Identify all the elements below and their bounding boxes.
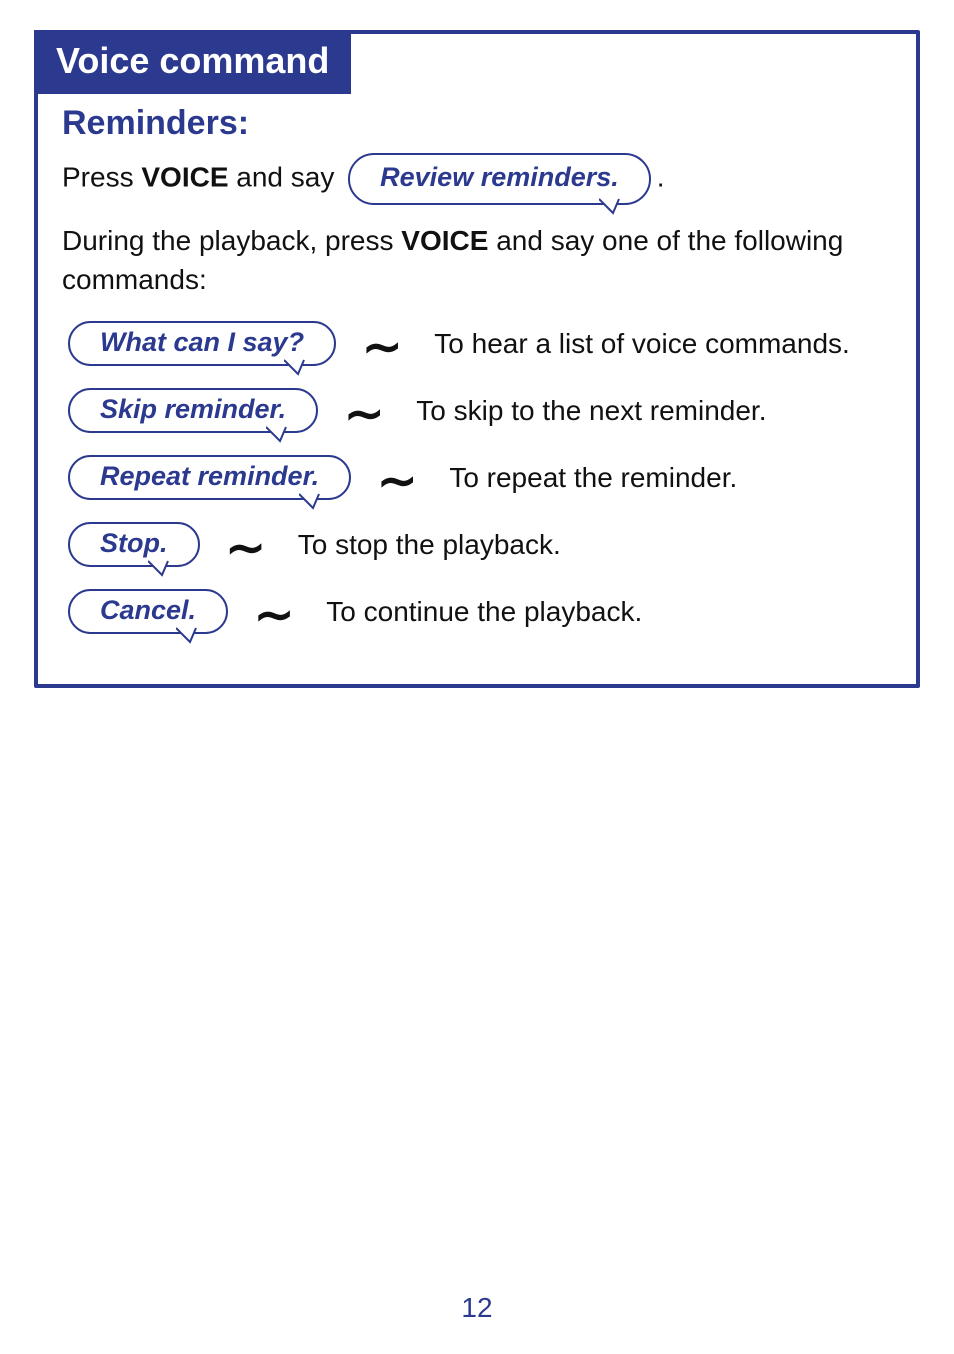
command-desc: To stop the playback. xyxy=(298,529,561,561)
command-row: Cancel. ∼ To continue the playback. xyxy=(62,589,892,634)
speech-bubble-stop: Stop. xyxy=(68,522,200,567)
intro-middle: and say xyxy=(229,161,343,192)
command-row: Repeat reminder. ∼ To repeat the reminde… xyxy=(62,455,892,500)
page-number: 12 xyxy=(0,1292,954,1324)
instruction-line: During the playback, press VOICE and say… xyxy=(62,221,892,299)
intro-key: VOICE xyxy=(141,161,228,192)
speech-bubble-tail-icon xyxy=(599,197,625,215)
command-bubble-wrap: What can I say? xyxy=(68,321,336,366)
command-desc: To hear a list of voice commands. xyxy=(434,328,850,360)
speech-bubble-cancel: Cancel. xyxy=(68,589,228,634)
intro-suffix: . xyxy=(657,161,665,192)
speech-bubble-tail-icon xyxy=(299,492,325,510)
card-tab-title: Voice command xyxy=(34,30,351,94)
command-row: What can I say? ∼ To hear a list of voic… xyxy=(62,321,892,366)
card-body: Reminders: Press VOICE and say Review re… xyxy=(38,34,916,634)
intro-prefix: Press xyxy=(62,161,141,192)
speech-bubble-tail-icon xyxy=(176,626,202,644)
voice-command-card: Voice command Reminders: Press VOICE and… xyxy=(34,30,920,688)
command-bubble-wrap: Skip reminder. xyxy=(68,388,318,433)
speech-bubble-tail-icon xyxy=(148,559,174,577)
speech-bubble-tail-icon xyxy=(284,358,310,376)
command-desc: To skip to the next reminder. xyxy=(416,395,766,427)
speech-bubble-tail-icon xyxy=(266,425,292,443)
command-desc: To repeat the reminder. xyxy=(449,462,737,494)
intro-bubble-wrap: Review reminders. xyxy=(348,153,651,205)
instruction-prefix: During the playback, press xyxy=(62,225,401,256)
command-desc: To continue the playback. xyxy=(326,596,642,628)
command-bubble-wrap: Repeat reminder. xyxy=(68,455,351,500)
command-row: Skip reminder. ∼ To skip to the next rem… xyxy=(62,388,892,433)
page: Voice command Reminders: Press VOICE and… xyxy=(0,0,954,1354)
intro-line: Press VOICE and say Review reminders. . xyxy=(62,153,892,205)
instruction-key: VOICE xyxy=(401,225,488,256)
command-bubble-wrap: Stop. xyxy=(68,522,200,567)
command-bubble-wrap: Cancel. xyxy=(68,589,228,634)
section-heading: Reminders: xyxy=(62,104,892,143)
command-row: Stop. ∼ To stop the playback. xyxy=(62,522,892,567)
